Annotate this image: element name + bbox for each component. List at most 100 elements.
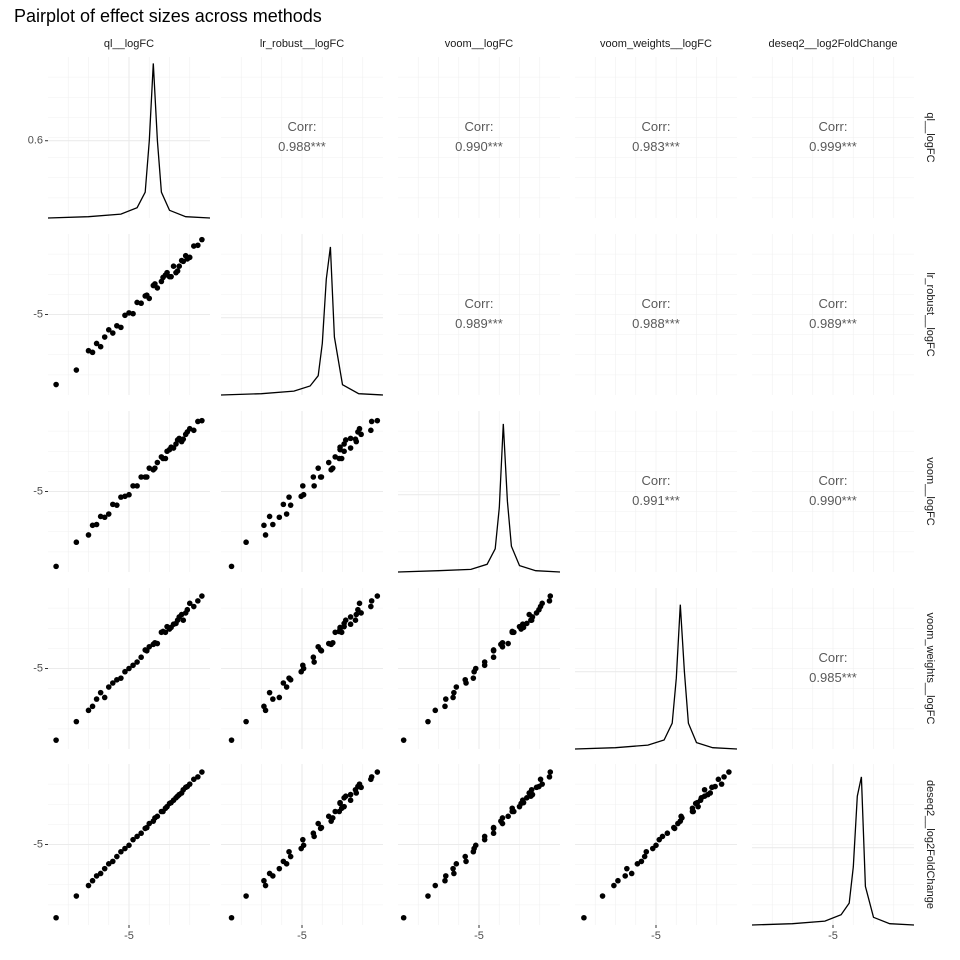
scatter-point bbox=[134, 833, 140, 840]
scatter-point bbox=[368, 427, 374, 434]
scatter-point bbox=[280, 501, 287, 508]
scatter-point bbox=[73, 718, 80, 725]
scatter-point bbox=[368, 598, 375, 604]
scatter-point bbox=[195, 598, 201, 604]
scatter-point bbox=[347, 621, 354, 628]
scatter-point bbox=[138, 654, 144, 661]
scatter-point bbox=[110, 858, 116, 865]
scatter-point bbox=[262, 882, 269, 889]
corr-value: 0.988*** bbox=[632, 316, 680, 331]
scatter-point bbox=[89, 877, 96, 884]
scatter-point bbox=[300, 483, 306, 489]
scatter-point bbox=[261, 522, 267, 529]
scatter-point bbox=[110, 680, 116, 686]
scatter-point bbox=[638, 858, 645, 865]
x-tick-label: -5 bbox=[474, 930, 484, 942]
scatter-point bbox=[347, 791, 354, 798]
scatter-point bbox=[195, 774, 201, 780]
scatter-point bbox=[490, 647, 497, 654]
scatter-point bbox=[425, 893, 431, 899]
scatter-point bbox=[199, 593, 205, 599]
scatter-point bbox=[93, 696, 100, 702]
scatter-point bbox=[347, 797, 354, 804]
scatter-point bbox=[368, 603, 374, 610]
corr-label: Corr: bbox=[819, 473, 848, 488]
scatter-point bbox=[721, 774, 727, 780]
corr-label: Corr: bbox=[642, 296, 671, 311]
scatter-point bbox=[176, 614, 183, 620]
corr-value: 0.989*** bbox=[809, 316, 857, 331]
density-line bbox=[397, 423, 561, 573]
scatter-point bbox=[318, 824, 325, 831]
scatter-point bbox=[93, 873, 100, 879]
scatter-point bbox=[184, 606, 191, 613]
scatter-point bbox=[516, 803, 523, 810]
scatter-point bbox=[329, 465, 336, 471]
scatter-point bbox=[101, 694, 108, 701]
density-line bbox=[574, 604, 738, 750]
scatter-point bbox=[73, 367, 80, 373]
y-tick-label: -5 bbox=[33, 308, 43, 320]
scatter-point bbox=[173, 620, 179, 627]
scatter-point bbox=[164, 623, 170, 630]
scatter-point bbox=[168, 273, 174, 280]
scatter-point bbox=[643, 848, 650, 855]
scatter-point bbox=[280, 680, 287, 686]
scatter-point bbox=[659, 833, 666, 840]
scatter-point bbox=[329, 815, 336, 821]
scatter-point bbox=[450, 694, 456, 701]
scatter-point bbox=[695, 803, 701, 810]
scatter-point bbox=[528, 617, 535, 623]
scatter-point bbox=[347, 614, 354, 620]
scatter-point bbox=[453, 684, 460, 690]
scatter-point bbox=[138, 300, 144, 307]
y-tick-label: 0.6 bbox=[28, 135, 43, 147]
scatter-point bbox=[453, 861, 460, 867]
scatter-point bbox=[176, 263, 183, 270]
scatter-point bbox=[191, 427, 197, 434]
scatter-point bbox=[634, 861, 641, 867]
column-strip: ql__logFC bbox=[104, 38, 154, 50]
density-line bbox=[47, 63, 211, 219]
y-tick-label: -5 bbox=[33, 838, 43, 850]
scatter-point bbox=[85, 532, 92, 538]
scatter-point bbox=[337, 444, 343, 451]
scatter-point bbox=[442, 877, 448, 884]
scatter-point bbox=[93, 521, 100, 528]
scatter-point bbox=[160, 628, 166, 635]
scatter-point bbox=[300, 491, 307, 498]
scatter-point bbox=[160, 455, 166, 462]
scatter-point bbox=[283, 511, 290, 517]
scatter-point bbox=[400, 737, 407, 743]
scatter-point bbox=[641, 853, 648, 860]
chart-title: Pairplot of effect sizes across methods bbox=[14, 6, 322, 26]
scatter-point bbox=[105, 511, 112, 517]
scatter-point bbox=[300, 662, 306, 669]
scatter-point bbox=[653, 842, 659, 849]
scatter-point bbox=[118, 848, 124, 855]
corr-value: 0.988*** bbox=[278, 139, 326, 154]
scatter-point bbox=[442, 703, 448, 710]
scatter-point bbox=[352, 617, 359, 623]
scatter-point bbox=[698, 795, 705, 801]
scatter-point bbox=[85, 707, 92, 714]
scatter-point bbox=[341, 623, 347, 630]
x-tick-label: -5 bbox=[828, 930, 838, 942]
scatter-point bbox=[546, 774, 553, 780]
scatter-point bbox=[276, 865, 283, 872]
scatter-point bbox=[101, 865, 108, 872]
scatter-point bbox=[146, 820, 153, 827]
scatter-point bbox=[243, 893, 249, 899]
scatter-point bbox=[537, 776, 544, 783]
scatter-point bbox=[671, 824, 677, 831]
scatter-point bbox=[228, 914, 235, 921]
scatter-point bbox=[191, 603, 197, 610]
scatter-point bbox=[266, 689, 273, 696]
corr-label: Corr: bbox=[465, 296, 494, 311]
scatter-point bbox=[199, 417, 205, 424]
scatter-point bbox=[329, 639, 336, 646]
row-strip: lr_robust__logFC bbox=[924, 272, 936, 356]
corr-value: 0.991*** bbox=[632, 493, 680, 508]
scatter-point bbox=[130, 662, 136, 669]
